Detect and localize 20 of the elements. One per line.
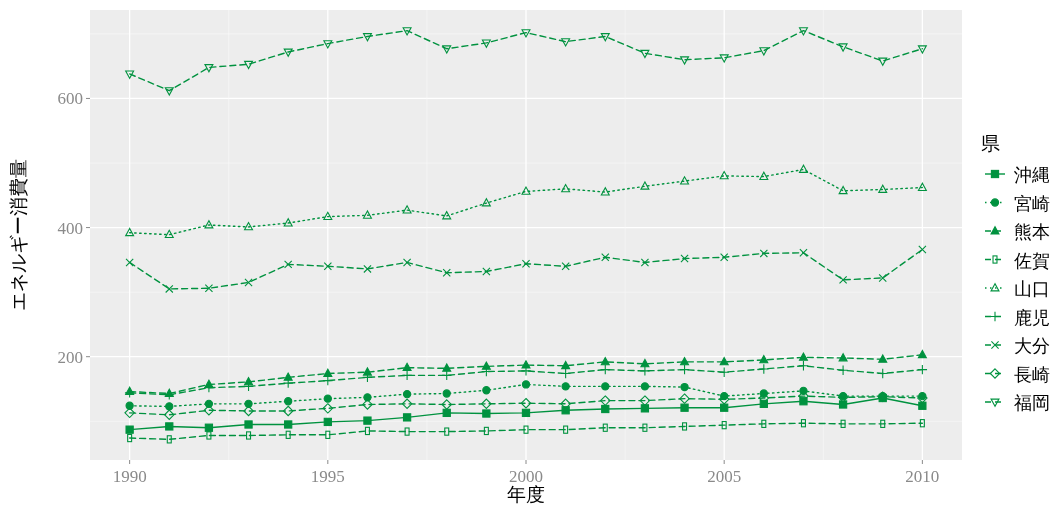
- x-tick-label: 2010: [905, 467, 940, 486]
- legend-label: 沖縄: [1014, 165, 1050, 185]
- y-tick-label: 400: [57, 218, 83, 238]
- legend-label: 福岡: [1014, 393, 1050, 413]
- y-axis-title: エネルギー消費量: [8, 159, 29, 311]
- legend-label: 長崎: [1014, 364, 1050, 385]
- legend-label: 熊本: [1014, 222, 1050, 242]
- legend-label: 佐賀: [1014, 250, 1050, 271]
- x-tick-label: 2000: [509, 467, 543, 486]
- y-tick-label: 600: [57, 89, 83, 109]
- legend-label: 鹿児: [1014, 307, 1050, 328]
- x-tick-label: 1990: [112, 467, 147, 486]
- legend-label: 大分: [1014, 336, 1050, 356]
- legend-label: 宮崎: [1014, 193, 1050, 214]
- legend-label: 山口: [1014, 279, 1050, 299]
- x-tick-label: 2005: [707, 467, 742, 486]
- legend-title: 県: [981, 133, 1000, 154]
- x-axis-title: 年度: [507, 484, 545, 505]
- x-tick-label: 1995: [310, 467, 345, 486]
- y-tick-label: 200: [57, 347, 83, 367]
